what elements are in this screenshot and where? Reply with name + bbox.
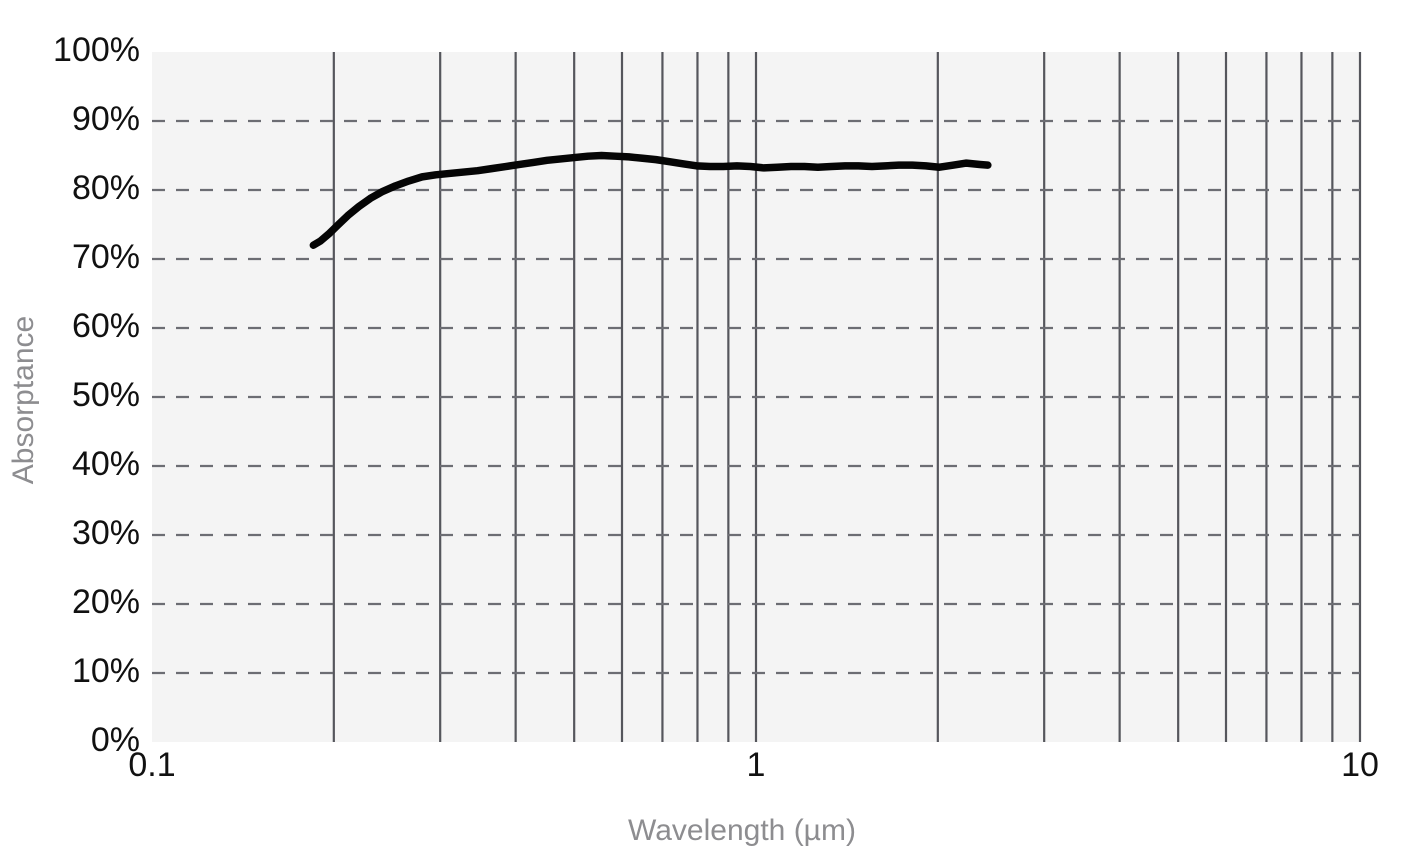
y-tick-label: 90%	[72, 100, 140, 138]
y-tick-label: 100%	[53, 31, 140, 69]
x-tick-label: 1	[747, 746, 766, 784]
y-tick-label: 10%	[72, 652, 140, 690]
y-tick-label: 40%	[72, 445, 140, 483]
y-axis-tick-labels: 0% 10% 20% 30% 40% 50% 60% 70% 80% 90% 100%	[53, 31, 140, 759]
y-tick-label: 80%	[72, 169, 140, 207]
x-tick-label: 0.1	[128, 746, 175, 784]
y-tick-label: 60%	[72, 307, 140, 345]
y-tick-label: 50%	[72, 376, 140, 414]
y-tick-label: 30%	[72, 514, 140, 552]
x-tick-label: 10	[1341, 746, 1379, 784]
y-tick-label: 0%	[91, 721, 140, 759]
x-axis-title: Wavelength (µm)	[628, 814, 856, 847]
y-tick-label: 20%	[72, 583, 140, 621]
x-axis-tick-labels: 0.1 1 10	[128, 746, 1379, 784]
y-tick-label: 70%	[72, 238, 140, 276]
y-axis-title: Absorptance	[7, 316, 40, 484]
absorptance-series-line	[309, 151, 992, 249]
horizontal-gridlines	[152, 119, 1360, 675]
